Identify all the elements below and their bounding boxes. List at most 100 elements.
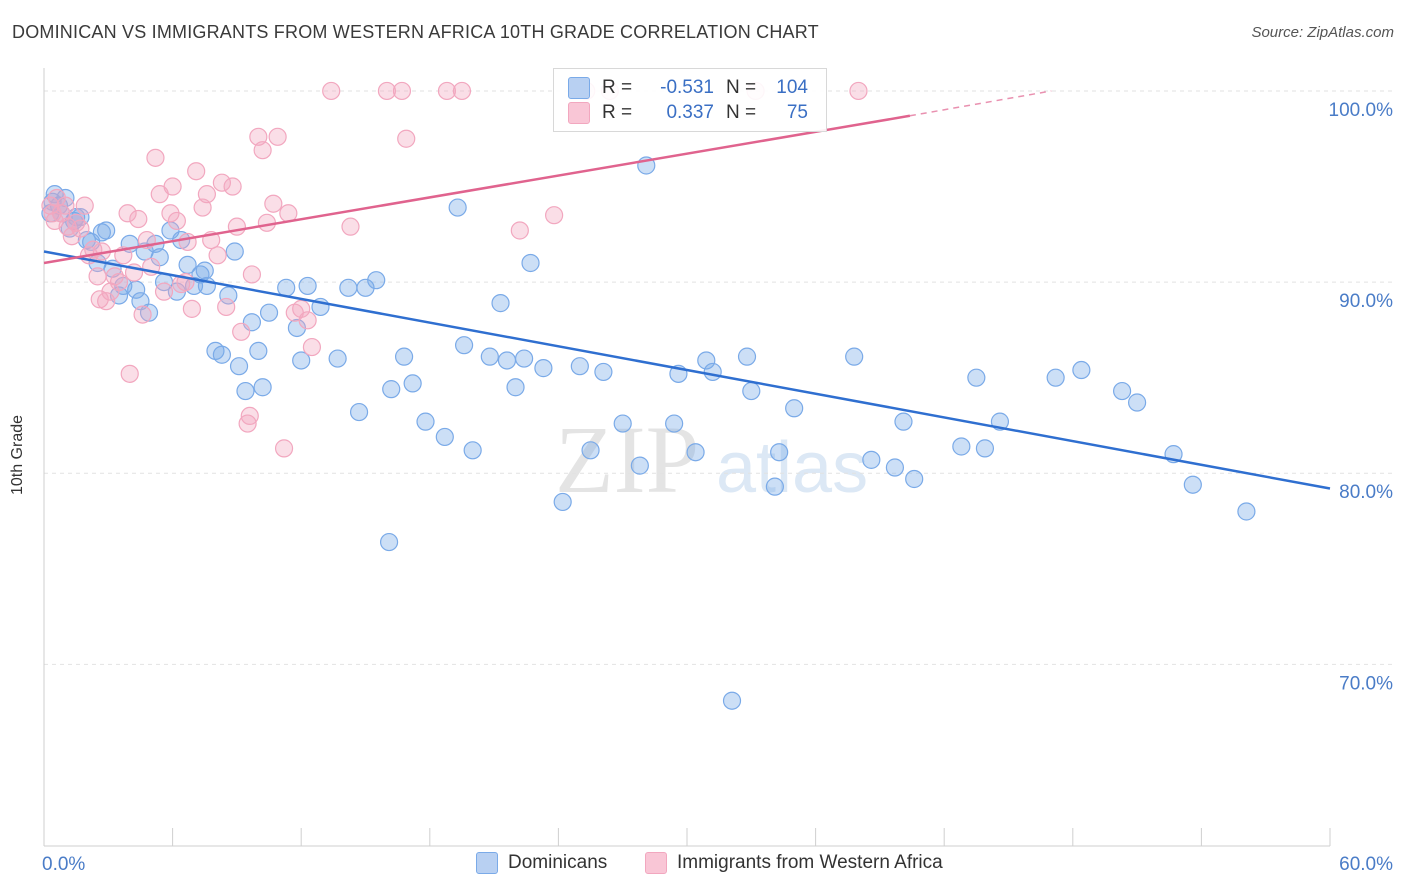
watermark-atlas: atlas (716, 428, 868, 508)
data-point (259, 303, 279, 322)
data-point (967, 368, 986, 387)
legend-r-label: R = (602, 77, 633, 98)
data-point (849, 81, 868, 101)
data-point (197, 185, 216, 204)
data-point (367, 271, 386, 290)
data-point (1127, 393, 1147, 412)
data-point (242, 265, 262, 284)
legend-swatch-dominicans (568, 77, 590, 99)
data-point (394, 347, 414, 366)
data-point (349, 402, 369, 422)
data-point (545, 206, 564, 225)
data-point (1072, 360, 1091, 380)
data-point (1237, 502, 1256, 521)
watermark-zip: ZIP (555, 406, 699, 513)
series-legend: Dominicans Immigrants from Western Afric… (0, 852, 1406, 878)
legend-swatch-dominicans (476, 852, 498, 874)
data-point (223, 177, 242, 196)
legend-item-dominicans[interactable]: Dominicans (476, 852, 607, 874)
data-point (212, 173, 231, 192)
data-point (581, 441, 600, 460)
data-point (448, 198, 467, 217)
data-point (697, 351, 716, 370)
data-point (463, 441, 482, 460)
data-point (268, 127, 287, 146)
data-point (302, 337, 322, 357)
data-point (118, 204, 137, 223)
data-point (553, 492, 572, 512)
data-point (894, 412, 913, 431)
data-point (56, 196, 75, 215)
x-tick-label: 60.0% (1339, 854, 1393, 875)
legend-n-label: N = (726, 102, 757, 123)
data-points (41, 81, 1256, 710)
data-point (785, 399, 804, 418)
legend-r-value: 0.337 (666, 102, 714, 123)
y-tick-label: 100.0% (1329, 100, 1394, 121)
data-point (187, 162, 206, 181)
data-point (133, 305, 152, 324)
data-point (298, 276, 317, 296)
data-point (227, 217, 246, 236)
data-point (905, 469, 924, 489)
data-point (845, 347, 864, 366)
data-point (328, 349, 347, 368)
data-point (497, 351, 517, 370)
data-point (240, 406, 259, 426)
trend-line-series-1 (43, 114, 911, 265)
trend-lines (43, 90, 1331, 490)
data-point (97, 221, 116, 240)
source-label: Source: ZipAtlas.com (1251, 24, 1394, 41)
data-point (630, 456, 649, 475)
data-point (298, 311, 317, 330)
legend-label-western-africa: Immigrants from Western Africa (677, 852, 943, 873)
data-point (437, 81, 457, 101)
data-point (765, 477, 784, 496)
data-point (862, 450, 881, 469)
data-point (217, 297, 236, 317)
legend-box: R = -0.531 N = 104 R = 0.337 N = 75 (553, 68, 827, 132)
data-point (403, 374, 422, 393)
data-point (249, 127, 268, 146)
data-point (594, 362, 613, 382)
data-point (212, 345, 231, 364)
legend-item-western-africa[interactable]: Immigrants from Western Africa (645, 852, 943, 874)
data-point (416, 412, 435, 431)
data-point (90, 290, 109, 309)
data-point (236, 381, 255, 401)
x-tick-label: 0.0% (42, 854, 85, 875)
data-point (377, 81, 397, 101)
data-point (506, 378, 525, 397)
y-tick-label: 80.0% (1339, 482, 1393, 503)
legend-n-label: N = (726, 77, 757, 98)
data-point (613, 414, 632, 433)
data-point (480, 347, 499, 366)
data-point (686, 443, 705, 462)
data-point (249, 341, 268, 361)
data-point (97, 292, 116, 311)
data-point (208, 246, 227, 265)
data-point (1183, 475, 1202, 494)
data-point (397, 129, 416, 148)
data-point (229, 357, 249, 376)
legend-n-value: 75 (786, 102, 808, 123)
data-point (253, 141, 272, 160)
data-point (253, 378, 272, 397)
data-point (510, 221, 529, 240)
data-point (163, 177, 182, 196)
legend-label-dominicans: Dominicans (508, 852, 608, 873)
data-point (109, 272, 129, 292)
data-point (139, 303, 159, 322)
data-point (146, 148, 165, 167)
legend-r-label: R = (602, 102, 633, 123)
data-point (193, 198, 212, 217)
y-tick-label: 90.0% (1339, 291, 1393, 312)
legend-swatch-western-africa (568, 102, 590, 124)
data-point (195, 261, 214, 280)
data-point (129, 209, 148, 229)
data-point (88, 267, 107, 286)
legend-row-dominicans: R = -0.531 N = 104 (568, 76, 808, 100)
data-point (435, 427, 454, 447)
data-point (722, 691, 742, 710)
